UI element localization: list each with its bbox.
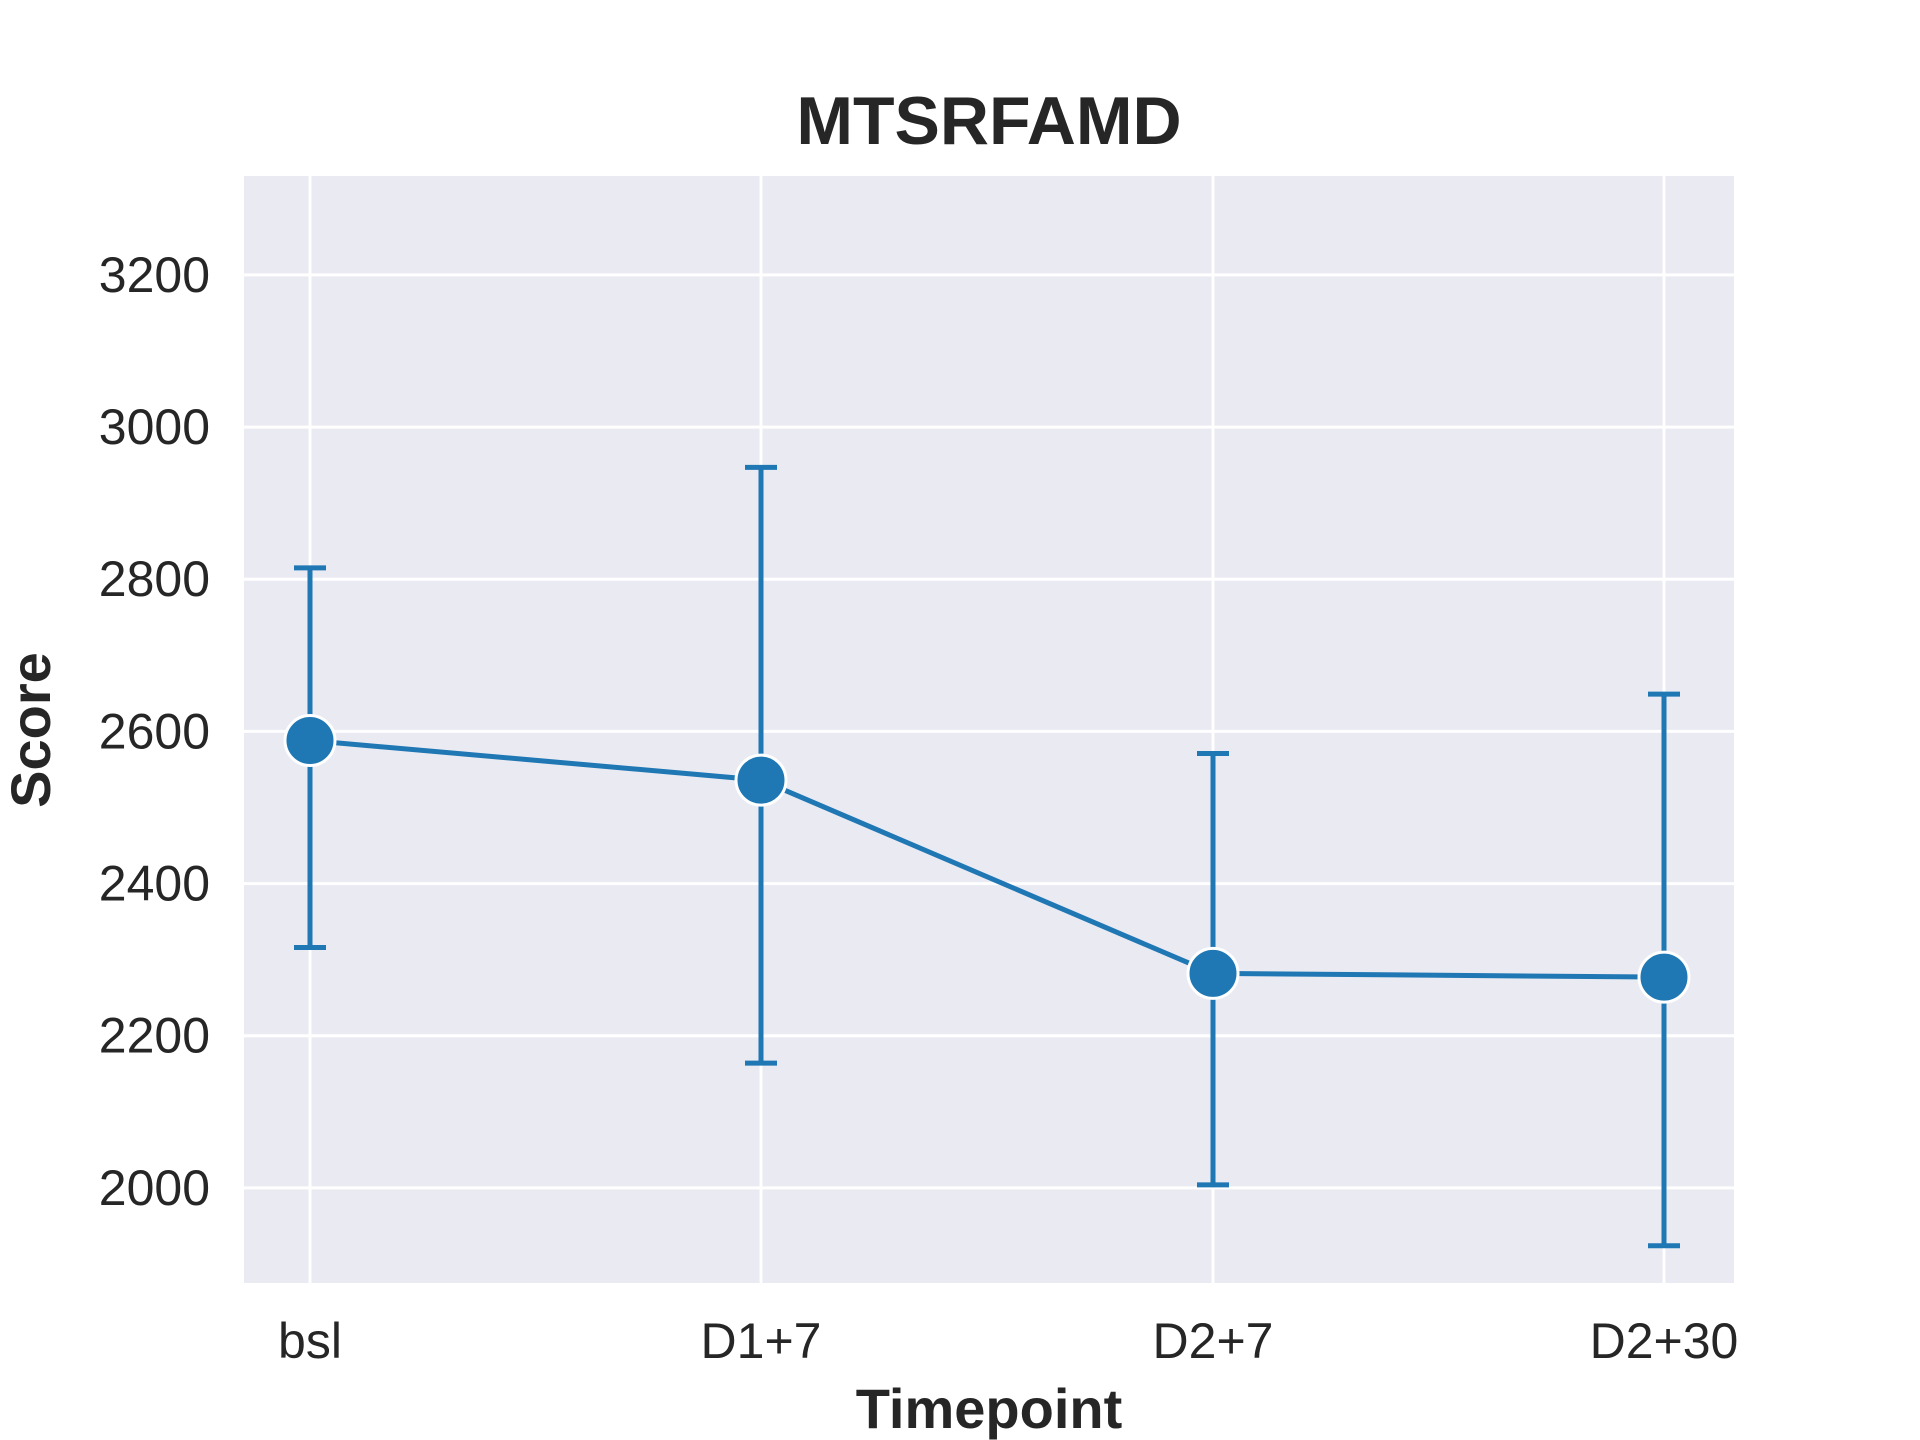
x-axis-title: Timepoint bbox=[856, 1377, 1123, 1440]
y-axis-title: Score bbox=[0, 652, 62, 808]
y-tick-label: 2200 bbox=[99, 1008, 210, 1064]
data-point bbox=[283, 714, 337, 768]
x-tick-label: D2+30 bbox=[1590, 1313, 1739, 1369]
data-point bbox=[734, 753, 788, 807]
y-tick-label: 2600 bbox=[99, 703, 210, 759]
data-point bbox=[1637, 950, 1691, 1004]
data-point bbox=[1186, 946, 1240, 1000]
chart-title: MTSRFAMD bbox=[796, 83, 1181, 159]
y-tick-label: 2000 bbox=[99, 1160, 210, 1216]
y-tick-label: 3000 bbox=[99, 399, 210, 455]
y-tick-label: 3200 bbox=[99, 247, 210, 303]
x-tick-label: bsl bbox=[278, 1313, 342, 1369]
y-tick-labels: 2000 2200 2400 2600 2800 3000 3200 bbox=[99, 247, 210, 1216]
x-tick-labels: bsl D1+7 D2+7 D2+30 bbox=[278, 1313, 1738, 1369]
plot-area bbox=[244, 176, 1734, 1283]
x-tick-label: D1+7 bbox=[701, 1313, 822, 1369]
data-points bbox=[283, 714, 1691, 1004]
series-line bbox=[309, 738, 1665, 980]
y-tick-label: 2400 bbox=[99, 856, 210, 912]
y-tick-label: 2800 bbox=[99, 551, 210, 607]
x-tick-label: D2+7 bbox=[1153, 1313, 1274, 1369]
series-lines bbox=[309, 738, 1665, 980]
